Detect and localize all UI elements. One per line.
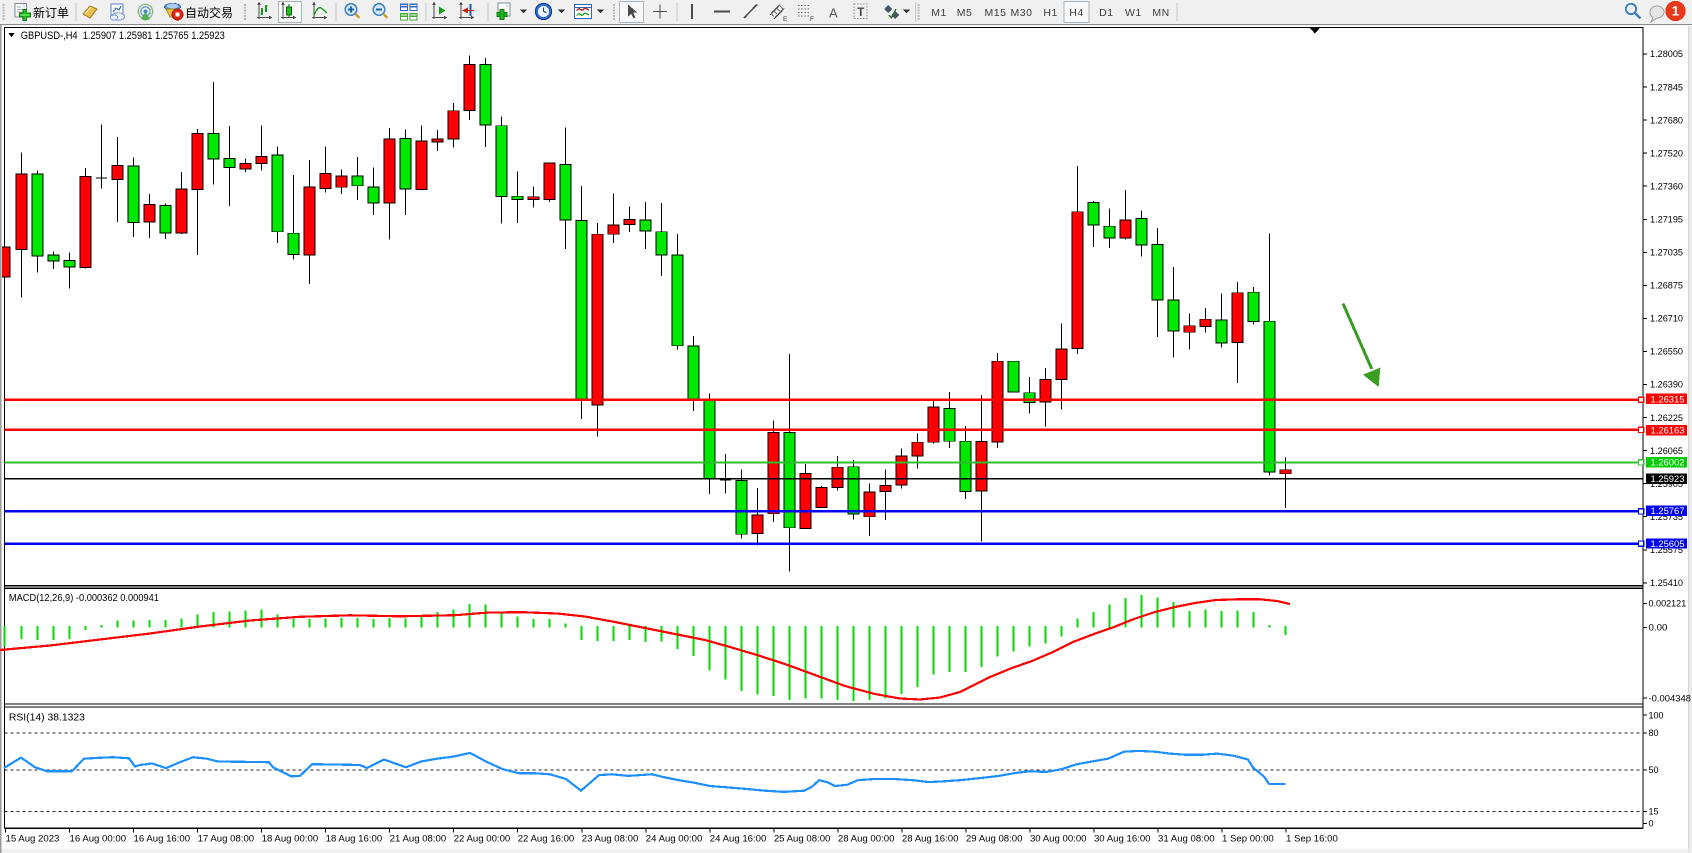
svg-text:RSI(14) 38.1323: RSI(14) 38.1323: [9, 713, 85, 724]
svg-text:24 Aug 00:00: 24 Aug 00:00: [646, 834, 703, 845]
svg-text:M1: M1: [931, 7, 947, 19]
svg-text:24 Aug 16:00: 24 Aug 16:00: [710, 834, 767, 845]
svg-text:-0.004348: -0.004348: [1649, 693, 1691, 703]
svg-text:15 Aug 2023: 15 Aug 2023: [6, 834, 60, 845]
svg-text:18 Aug 16:00: 18 Aug 16:00: [326, 834, 383, 845]
svg-text:1.27035: 1.27035: [1650, 248, 1683, 258]
svg-text:100: 100: [1649, 710, 1664, 720]
svg-text:MN: MN: [1152, 7, 1169, 19]
svg-text:1.26875: 1.26875: [1650, 281, 1683, 291]
svg-text:80: 80: [1649, 728, 1659, 738]
svg-text:1.27845: 1.27845: [1650, 82, 1683, 92]
svg-text:1 Sep 00:00: 1 Sep 00:00: [1222, 834, 1274, 845]
svg-text:17 Aug 08:00: 17 Aug 08:00: [198, 834, 255, 845]
svg-text:31 Aug 08:00: 31 Aug 08:00: [1158, 834, 1215, 845]
svg-text:1.26550: 1.26550: [1650, 347, 1683, 357]
svg-text:D1: D1: [1099, 7, 1113, 19]
svg-text:1.27520: 1.27520: [1650, 148, 1683, 158]
svg-text:A: A: [829, 6, 838, 21]
svg-text:18 Aug 00:00: 18 Aug 00:00: [262, 834, 319, 845]
svg-text:0.00: 0.00: [1649, 623, 1668, 633]
svg-text:0: 0: [1649, 819, 1654, 829]
svg-text:1.26002: 1.26002: [1651, 458, 1685, 468]
svg-text:1.27680: 1.27680: [1650, 115, 1683, 125]
svg-text:自动交易: 自动交易: [185, 5, 233, 20]
svg-text:1.25923: 1.25923: [1651, 474, 1685, 484]
svg-text:16 Aug 00:00: 16 Aug 00:00: [70, 834, 127, 845]
svg-text:29 Aug 08:00: 29 Aug 08:00: [966, 834, 1023, 845]
svg-text:1.25735: 1.25735: [1650, 512, 1683, 522]
svg-text:M5: M5: [957, 7, 973, 19]
svg-text:1.28005: 1.28005: [1650, 49, 1683, 59]
svg-text:M15: M15: [985, 7, 1007, 19]
svg-text:30 Aug 16:00: 30 Aug 16:00: [1094, 834, 1151, 845]
svg-text:H4: H4: [1069, 7, 1083, 19]
svg-text:1.25767: 1.25767: [1651, 506, 1685, 516]
svg-text:H1: H1: [1043, 7, 1057, 19]
svg-text:22 Aug 00:00: 22 Aug 00:00: [454, 834, 511, 845]
svg-text:1.27195: 1.27195: [1650, 215, 1683, 225]
svg-text:23 Aug 08:00: 23 Aug 08:00: [582, 834, 639, 845]
svg-text:新订单: 新订单: [33, 5, 69, 20]
svg-text:28 Aug 16:00: 28 Aug 16:00: [902, 834, 959, 845]
svg-text:16 Aug 16:00: 16 Aug 16:00: [134, 834, 191, 845]
svg-text:50: 50: [1649, 765, 1659, 775]
svg-text:F: F: [810, 16, 814, 23]
svg-text:1: 1: [1672, 4, 1680, 19]
svg-text:MACD(12,26,9) -0.000362 0.0009: MACD(12,26,9) -0.000362 0.000941: [9, 593, 159, 604]
svg-text:25 Aug 08:00: 25 Aug 08:00: [774, 834, 831, 845]
svg-text:1.26390: 1.26390: [1650, 380, 1683, 390]
svg-text:GBPUSD-,H4 1.25907 1.25981 1.: GBPUSD-,H4 1.25907 1.25981 1.25765 1.259…: [21, 30, 225, 42]
svg-text:1.26065: 1.26065: [1650, 446, 1683, 456]
svg-text:0.002121: 0.002121: [1649, 599, 1687, 609]
svg-text:M30: M30: [1011, 7, 1033, 19]
svg-text:1 Sep 16:00: 1 Sep 16:00: [1286, 834, 1338, 845]
svg-text:15: 15: [1649, 807, 1659, 817]
svg-text:1.25575: 1.25575: [1650, 545, 1683, 555]
svg-text:T: T: [857, 7, 864, 19]
svg-text:1.27360: 1.27360: [1650, 181, 1683, 191]
svg-text:28 Aug 00:00: 28 Aug 00:00: [838, 834, 895, 845]
svg-text:1.26163: 1.26163: [1651, 426, 1685, 436]
svg-text:1.26710: 1.26710: [1650, 314, 1683, 324]
svg-text:1.26315: 1.26315: [1651, 394, 1685, 404]
svg-text:E: E: [783, 16, 788, 23]
svg-text:30 Aug 00:00: 30 Aug 00:00: [1030, 834, 1087, 845]
svg-text:1.25605: 1.25605: [1651, 539, 1685, 549]
svg-text:22 Aug 16:00: 22 Aug 16:00: [518, 834, 575, 845]
svg-text:1.25410: 1.25410: [1650, 578, 1683, 588]
svg-text:21 Aug 08:00: 21 Aug 08:00: [390, 834, 447, 845]
svg-text:1.26225: 1.26225: [1650, 413, 1683, 423]
svg-text:W1: W1: [1125, 7, 1142, 19]
